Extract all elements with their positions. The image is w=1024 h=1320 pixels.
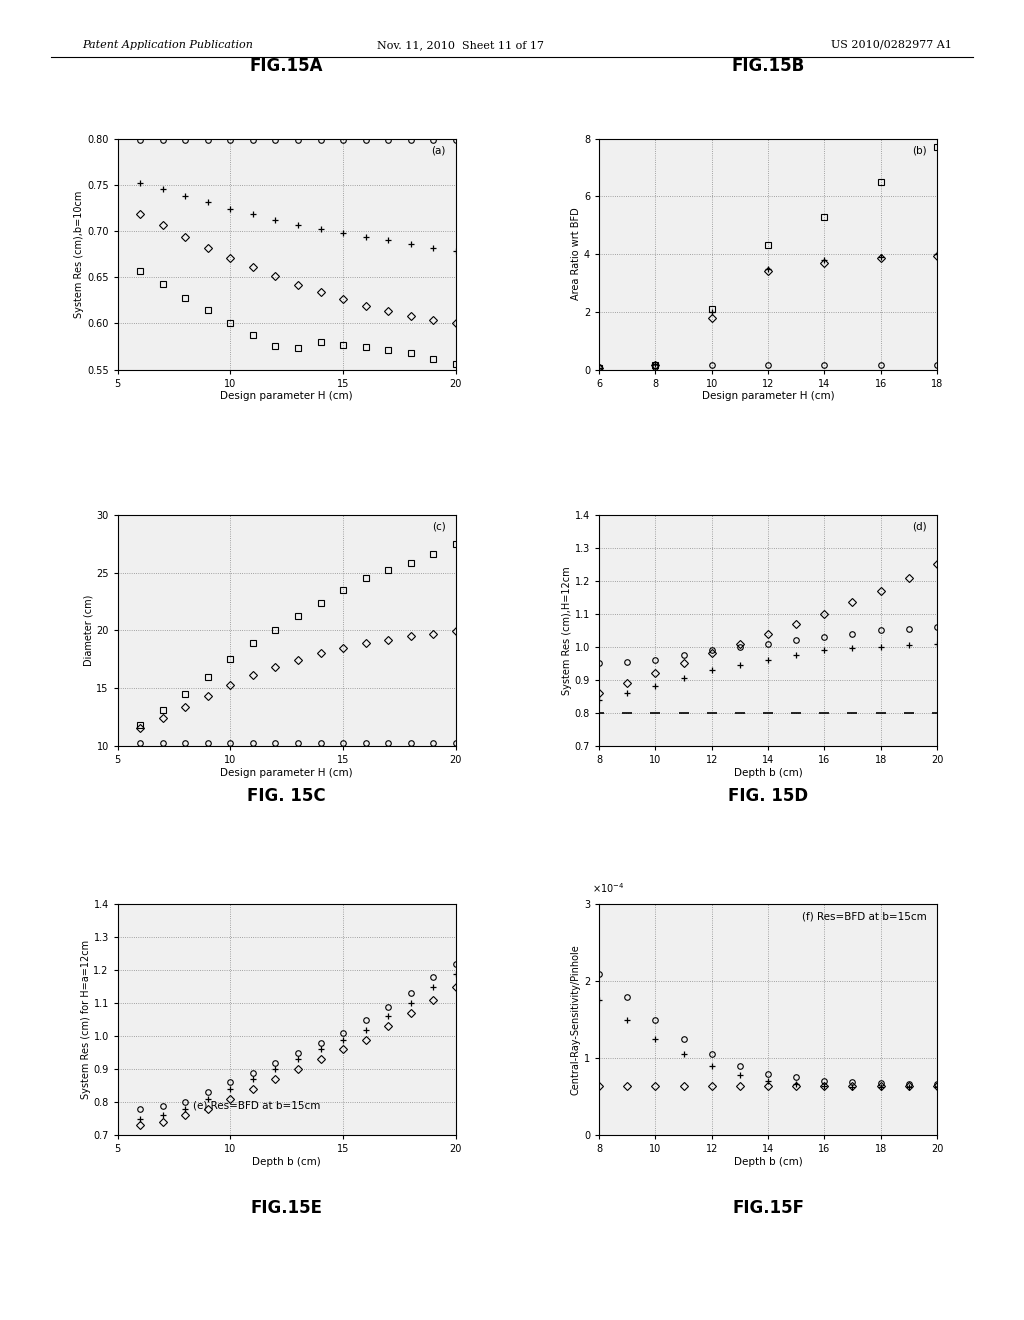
Text: Nov. 11, 2010  Sheet 11 of 17: Nov. 11, 2010 Sheet 11 of 17 <box>377 40 545 50</box>
Y-axis label: System Res (cm),H=12cm: System Res (cm),H=12cm <box>562 566 571 694</box>
X-axis label: Design parameter H (cm): Design parameter H (cm) <box>220 392 353 401</box>
Text: FIG.15B: FIG.15B <box>731 57 805 75</box>
Text: (c): (c) <box>432 521 445 532</box>
Text: (e) Res=BFD at b=15cm: (e) Res=BFD at b=15cm <box>194 1101 321 1110</box>
Text: FIG.15A: FIG.15A <box>250 57 324 75</box>
X-axis label: Design parameter H (cm): Design parameter H (cm) <box>220 768 353 777</box>
Text: US 2010/0282977 A1: US 2010/0282977 A1 <box>831 40 952 50</box>
Y-axis label: System Res (cm),b=10cm: System Res (cm),b=10cm <box>75 190 84 318</box>
Text: FIG. 15D: FIG. 15D <box>728 787 808 805</box>
X-axis label: Design parameter H (cm): Design parameter H (cm) <box>701 392 835 401</box>
Y-axis label: System Res (cm) for H=a=12cm: System Res (cm) for H=a=12cm <box>81 940 90 1100</box>
Y-axis label: Central-Ray-Sensitivity/Pinhole: Central-Ray-Sensitivity/Pinhole <box>571 944 581 1096</box>
Text: (f) Res=BFD at b=15cm: (f) Res=BFD at b=15cm <box>802 911 927 921</box>
Text: (a): (a) <box>431 145 445 156</box>
Text: FIG. 15C: FIG. 15C <box>248 787 326 805</box>
Text: Patent Application Publication: Patent Application Publication <box>82 40 253 50</box>
Y-axis label: Area Ratio wrt BFD: Area Ratio wrt BFD <box>571 207 581 301</box>
Text: FIG.15E: FIG.15E <box>251 1199 323 1217</box>
Y-axis label: Diameter (cm): Diameter (cm) <box>83 594 93 667</box>
Text: FIG.15F: FIG.15F <box>732 1199 804 1217</box>
X-axis label: Depth b (cm): Depth b (cm) <box>733 1158 803 1167</box>
Text: (d): (d) <box>912 521 927 532</box>
X-axis label: Depth b (cm): Depth b (cm) <box>252 1158 322 1167</box>
X-axis label: Depth b (cm): Depth b (cm) <box>733 768 803 777</box>
Text: (b): (b) <box>912 145 927 156</box>
Text: $\times 10^{-4}$: $\times 10^{-4}$ <box>592 882 625 895</box>
